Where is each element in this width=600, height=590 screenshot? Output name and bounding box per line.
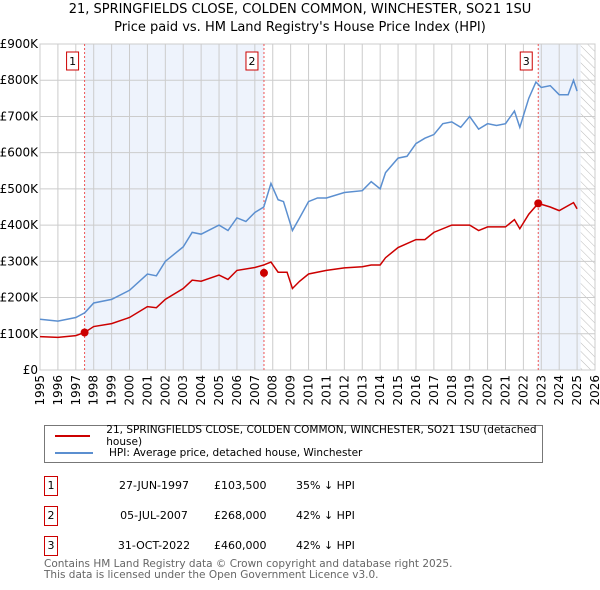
x-tick-label: 2002 bbox=[158, 375, 172, 406]
sale-marker-box bbox=[66, 51, 80, 71]
x-tick-label: 2005 bbox=[212, 375, 226, 406]
sale-row: 3 31-OCT-2022 £460,000 42% ↓ HPI bbox=[44, 536, 444, 556]
x-tick-label: 2007 bbox=[248, 375, 262, 406]
legend-swatch-blue bbox=[55, 452, 93, 454]
sale-price: £460,000 bbox=[214, 539, 267, 552]
sale-hpi-diff: 35% ↓ HPI bbox=[296, 479, 355, 492]
sale-date: 05-JUL-2007 bbox=[120, 509, 188, 522]
x-tick-label: 2008 bbox=[266, 375, 280, 406]
x-tick-label: 2021 bbox=[498, 375, 512, 406]
x-tick-label: 2010 bbox=[302, 375, 316, 406]
x-tick-label: 1996 bbox=[51, 375, 65, 406]
chart-title-line2: Price paid vs. HM Land Registry's House … bbox=[114, 20, 486, 35]
y-tick-label: £200K bbox=[0, 291, 39, 305]
y-tick-label: £900K bbox=[0, 37, 39, 51]
x-tick-label: 2001 bbox=[140, 375, 154, 406]
sale-hpi-diff: 42% ↓ HPI bbox=[296, 509, 355, 522]
x-tick-label: 2018 bbox=[445, 375, 459, 406]
sale-number-badge: 3 bbox=[44, 536, 58, 556]
x-tick-label: 2003 bbox=[176, 375, 190, 406]
sale-marker-label: 1 bbox=[69, 55, 76, 68]
price-chart: 1995 1996 1997 1998 1999 2000 2001 2002 2003 2004… bbox=[0, 37, 600, 406]
sale-price: £268,000 bbox=[214, 509, 267, 522]
chart-title-line1: 21, SPRINGFIELDS CLOSE, COLDEN COMMON, W… bbox=[68, 2, 532, 17]
x-tick-label: 2000 bbox=[123, 375, 137, 406]
x-tick-label: 2012 bbox=[337, 375, 351, 406]
plot-border bbox=[39, 43, 596, 371]
sale-price: £103,500 bbox=[214, 479, 267, 492]
sale-number-badge: 2 bbox=[44, 506, 58, 526]
x-tick-label: 2024 bbox=[552, 375, 566, 406]
sale-point bbox=[534, 199, 543, 208]
x-tick-label: 2006 bbox=[230, 375, 244, 406]
x-tick-label: 2009 bbox=[284, 375, 298, 406]
price-paid-line bbox=[39, 201, 578, 339]
legend-item-property: 21, SPRINGFIELDS CLOSE, COLDEN COMMON, W… bbox=[55, 424, 542, 448]
x-tick-label: 2015 bbox=[391, 375, 405, 406]
x-tick-label: 2026 bbox=[588, 375, 600, 406]
y-tick-label: £600K bbox=[0, 146, 39, 160]
legend-label: HPI: Average price, detached house, Winc… bbox=[109, 447, 363, 459]
x-tick-label: 2020 bbox=[481, 375, 495, 406]
x-tick-label: 2004 bbox=[194, 375, 208, 406]
footer-copyright: Contains HM Land Registry data © Crown c… bbox=[44, 558, 453, 570]
x-tick-label: 1998 bbox=[87, 375, 101, 406]
x-tick-label: 2019 bbox=[463, 375, 477, 406]
y-tick-label: £400K bbox=[0, 218, 39, 232]
hpi-line bbox=[39, 77, 578, 322]
x-tick-label: 2014 bbox=[373, 375, 387, 406]
sale-marker-label: 3 bbox=[523, 55, 530, 68]
sale-row: 2 05-JUL-2007 £268,000 42% ↓ HPI bbox=[44, 506, 444, 526]
sale-point bbox=[259, 268, 268, 277]
x-tick-label: 2023 bbox=[534, 375, 548, 406]
y-tick-label: £700K bbox=[0, 109, 39, 123]
x-tick-label: 2013 bbox=[355, 375, 369, 406]
y-tick-label: £100K bbox=[0, 327, 39, 341]
sale-row: 1 27-JUN-1997 £103,500 35% ↓ HPI bbox=[44, 476, 444, 496]
y-tick-label: £0 bbox=[23, 363, 38, 377]
y-tick-label: £800K bbox=[0, 73, 39, 87]
legend-item-hpi: HPI: Average price, detached house, Winc… bbox=[55, 446, 362, 460]
x-tick-label: 1995 bbox=[33, 375, 47, 406]
sale-point bbox=[80, 328, 89, 337]
legend-swatch-red bbox=[55, 435, 91, 437]
y-tick-label: £500K bbox=[0, 182, 39, 196]
legend-label: 21, SPRINGFIELDS CLOSE, COLDEN COMMON, W… bbox=[106, 424, 537, 448]
sale-marker-label: 2 bbox=[248, 55, 255, 68]
y-tick-label: £300K bbox=[0, 254, 39, 268]
sale-hpi-diff: 42% ↓ HPI bbox=[296, 539, 355, 552]
legend: 21, SPRINGFIELDS CLOSE, COLDEN COMMON, W… bbox=[44, 424, 543, 463]
x-tick-label: 1999 bbox=[105, 375, 119, 406]
footer-licence: This data is licensed under the Open Gov… bbox=[44, 569, 379, 581]
sale-date: 31-OCT-2022 bbox=[117, 539, 191, 552]
x-tick-label: 2011 bbox=[319, 375, 333, 406]
sale-number-badge: 1 bbox=[44, 476, 58, 496]
shaded-period bbox=[84, 44, 264, 370]
x-tick-label: 2016 bbox=[409, 375, 423, 406]
x-tick-label: 1997 bbox=[69, 375, 83, 406]
sale-marker-box bbox=[245, 51, 259, 71]
forecast-hatch bbox=[580, 44, 595, 370]
sale-date: 27-JUN-1997 bbox=[118, 479, 190, 492]
sale-marker-box bbox=[519, 51, 533, 71]
x-tick-label: 2017 bbox=[427, 375, 441, 406]
x-tick-label: 2022 bbox=[516, 375, 530, 406]
x-tick-label: 2025 bbox=[570, 375, 584, 406]
